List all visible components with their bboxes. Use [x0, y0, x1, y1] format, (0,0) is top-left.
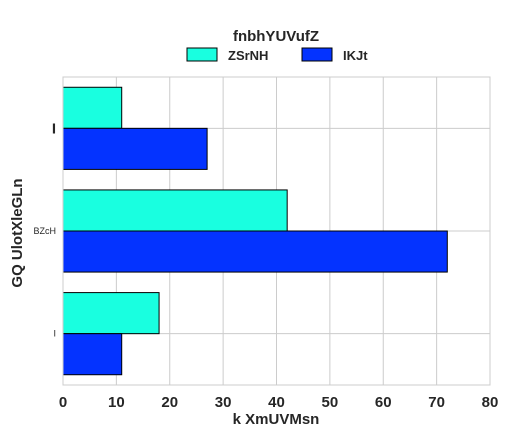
legend-label-ikjt: IKJt [343, 48, 368, 63]
chart-title: fnbhYUVufZ [233, 28, 319, 45]
legend-label-zsrnh: ZSrNH [228, 48, 268, 63]
x-tick-label: 50 [322, 394, 339, 411]
y-tick-label: I [53, 329, 56, 339]
x-tick-label: 20 [161, 394, 178, 411]
legend-swatch-zsrnh [187, 48, 217, 61]
bar-zsrnh [63, 293, 159, 334]
x-tick-label: 80 [482, 394, 499, 411]
y-axis-label: GQ UlotXleGLn [9, 178, 26, 287]
bar-ikjt [63, 231, 447, 272]
x-tick-label: 40 [268, 394, 285, 411]
bar-zsrnh [63, 87, 122, 128]
x-tick-label: 10 [108, 394, 125, 411]
legend-swatch-ikjt [302, 48, 332, 61]
x-tick-label: 70 [428, 394, 445, 411]
bar-ikjt [63, 334, 122, 375]
y-tick-label: I [52, 120, 56, 137]
x-axis-label: k XmUVMsn [233, 411, 320, 428]
y-tick-label: BZcH [34, 226, 57, 236]
x-tick-label: 0 [59, 394, 67, 411]
x-tick-label: 60 [375, 394, 392, 411]
bar-zsrnh [63, 190, 287, 231]
bar-ikjt [63, 128, 207, 169]
x-tick-label: 30 [215, 394, 232, 411]
